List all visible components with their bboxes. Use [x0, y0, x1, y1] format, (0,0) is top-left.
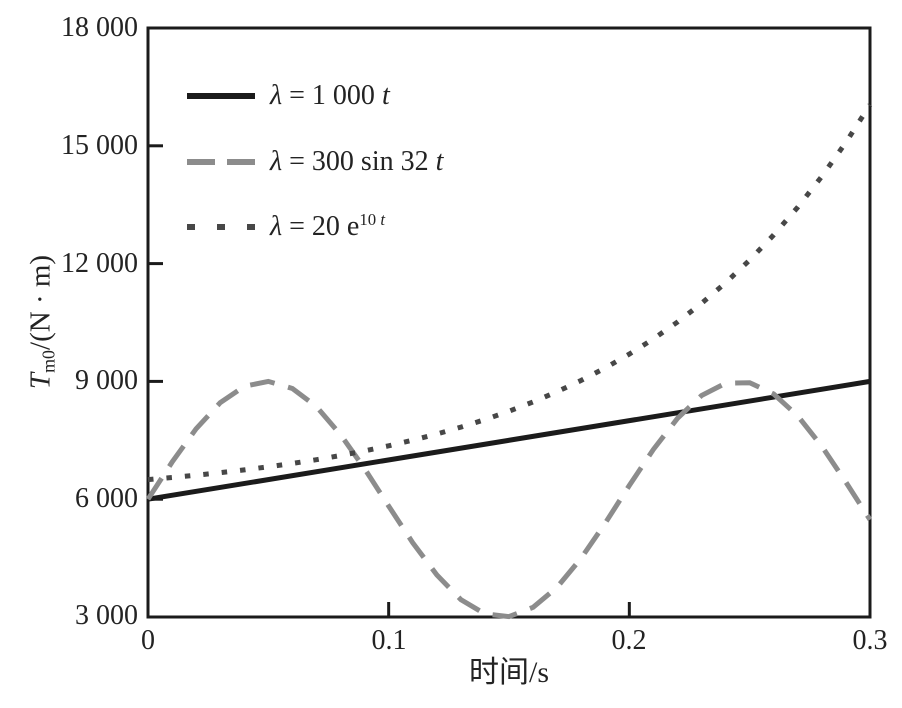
y-tick-label-9000: 9 000 [75, 365, 138, 396]
legend-item-linear: λ = 1 000 t [187, 79, 390, 113]
dashed-line-swatch-icon [187, 158, 255, 166]
y-tick-label-6000: 6 000 [75, 483, 138, 514]
solid-line-swatch-icon [187, 92, 255, 100]
y-axis-title-symbol: T [24, 372, 57, 390]
plot-frame [146, 26, 872, 619]
legend-label-sine: λ = 300 sin 32 t [270, 146, 444, 177]
y-axis-title-units: /(N · m) [24, 254, 57, 350]
dotted-line-swatch-icon [187, 223, 255, 231]
y-axis-title-subscript: m0 [38, 349, 59, 373]
y-tick-label-15000: 15 000 [61, 130, 138, 161]
x-tick-label-0.3: 0.3 [852, 625, 888, 656]
series-lambda-300sin32t [145, 378, 873, 620]
x-tick-label-0: 0 [141, 625, 155, 656]
legend-item-exponential: λ = 20 e10 t [187, 210, 385, 244]
legend-item-sine: λ = 300 sin 32 t [187, 145, 443, 179]
y-tick-label-12000: 12 000 [61, 248, 138, 279]
legend-label-exponential: λ = 20 e10 t [270, 210, 386, 243]
y-axis-title: Tm0/(N · m) [24, 255, 59, 389]
y-tick-label-3000: 3 000 [75, 600, 138, 631]
y-tick-label-18000: 18 000 [61, 12, 138, 43]
legend-label-linear: λ = 1 000 t [270, 80, 390, 111]
series-lambda-1000t [147, 378, 871, 502]
x-tick-label-0.2: 0.2 [611, 625, 647, 656]
x-tick-label-0.1: 0.1 [371, 625, 407, 656]
x-axis-title: 时间/s [468, 656, 549, 689]
